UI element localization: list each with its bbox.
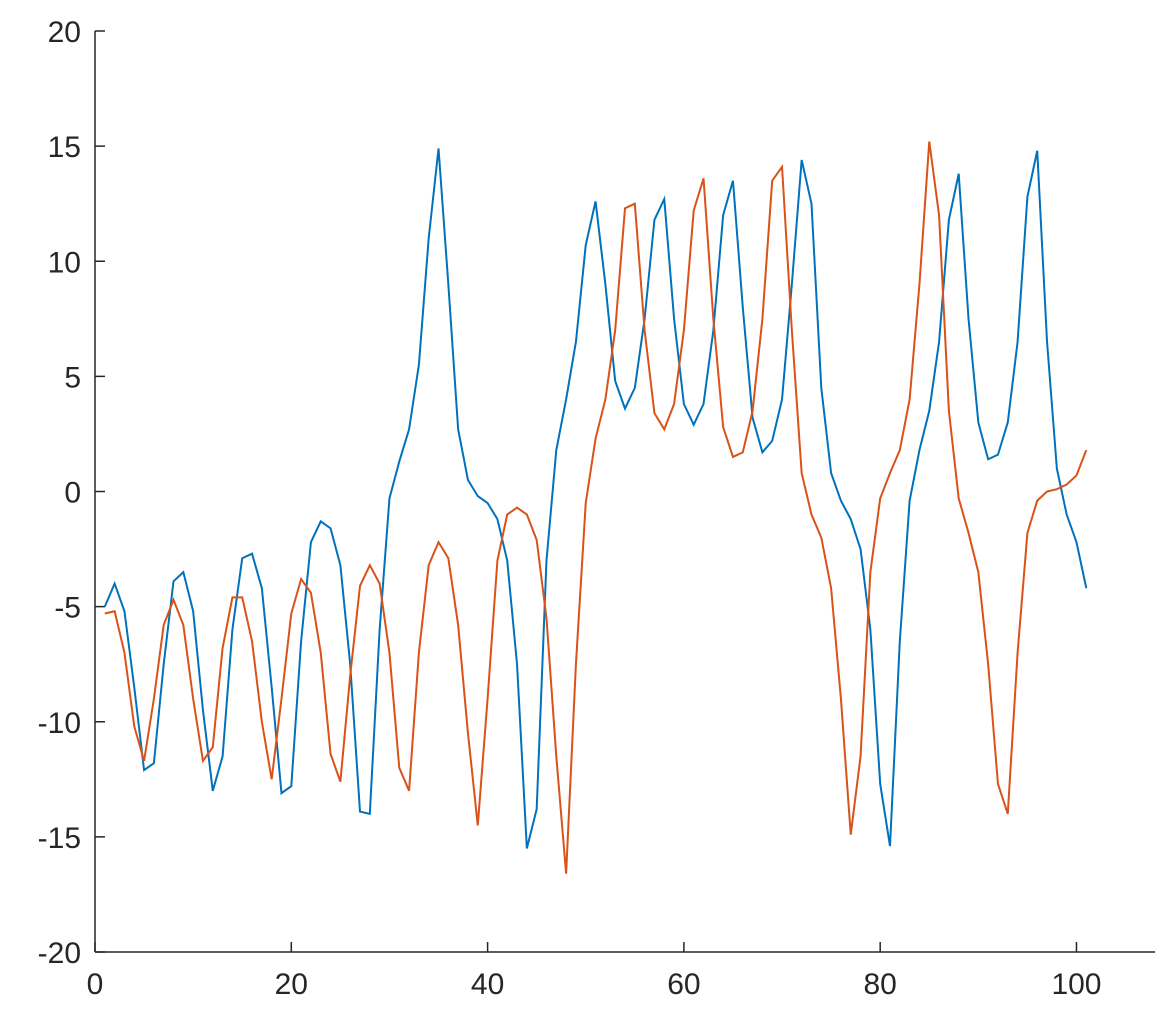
data-line <box>103 148 1088 849</box>
y-tick-label: -10 <box>38 707 81 740</box>
x-tick-label: 20 <box>275 968 308 1001</box>
y-tick-label: 0 <box>64 477 81 510</box>
x-tick-label: 0 <box>87 968 104 1001</box>
x-tick-label: 80 <box>863 968 896 1001</box>
y-tick-label: -5 <box>54 592 81 625</box>
x-tick-label: 100 <box>1051 968 1101 1001</box>
y-tick-label: 10 <box>48 246 81 279</box>
x-tick-label: 60 <box>667 968 700 1001</box>
y-tick-label: 5 <box>64 361 81 394</box>
y-tick-label: -20 <box>38 937 81 970</box>
data-line <box>104 141 1088 874</box>
y-tick-label: -15 <box>38 822 81 855</box>
x-tick-label: 40 <box>471 968 504 1001</box>
y-tick-label: 20 <box>48 16 81 49</box>
y-tick-label: 15 <box>48 131 81 164</box>
